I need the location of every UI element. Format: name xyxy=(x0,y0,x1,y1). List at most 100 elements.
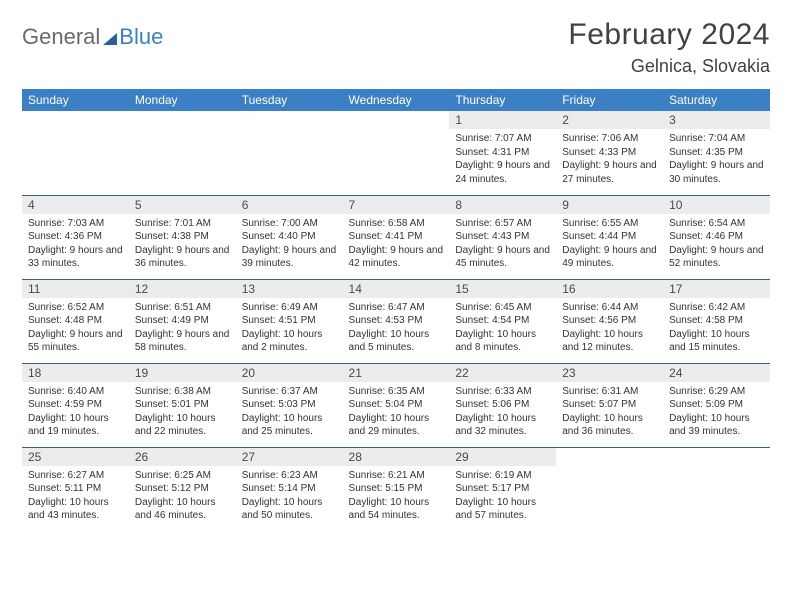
col-tuesday: Tuesday xyxy=(236,89,343,111)
day-number: 24 xyxy=(663,364,770,382)
day-details: Sunrise: 6:33 AMSunset: 5:06 PMDaylight:… xyxy=(449,382,556,443)
calendar-table: Sunday Monday Tuesday Wednesday Thursday… xyxy=(22,89,770,531)
day-details: Sunrise: 7:00 AMSunset: 4:40 PMDaylight:… xyxy=(236,214,343,275)
sunset-text: Sunset: 5:04 PM xyxy=(349,398,444,412)
day-details: Sunrise: 6:44 AMSunset: 4:56 PMDaylight:… xyxy=(556,298,663,359)
calendar-row: 11Sunrise: 6:52 AMSunset: 4:48 PMDayligh… xyxy=(22,279,770,363)
calendar-page: General Blue February 2024 Gelnica, Slov… xyxy=(0,0,792,541)
sunset-text: Sunset: 5:12 PM xyxy=(135,482,230,496)
calendar-cell xyxy=(22,111,129,195)
sunset-text: Sunset: 5:07 PM xyxy=(562,398,657,412)
col-wednesday: Wednesday xyxy=(343,89,450,111)
calendar-cell: 10Sunrise: 6:54 AMSunset: 4:46 PMDayligh… xyxy=(663,195,770,279)
calendar-cell: 27Sunrise: 6:23 AMSunset: 5:14 PMDayligh… xyxy=(236,447,343,531)
calendar-cell: 14Sunrise: 6:47 AMSunset: 4:53 PMDayligh… xyxy=(343,279,450,363)
sunset-text: Sunset: 4:31 PM xyxy=(455,146,550,160)
daylight-text: Daylight: 10 hours and 36 minutes. xyxy=(562,412,657,439)
sunrise-text: Sunrise: 7:03 AM xyxy=(28,217,123,231)
sunrise-text: Sunrise: 6:40 AM xyxy=(28,385,123,399)
sunrise-text: Sunrise: 6:31 AM xyxy=(562,385,657,399)
sunrise-text: Sunrise: 6:19 AM xyxy=(455,469,550,483)
col-saturday: Saturday xyxy=(663,89,770,111)
sunrise-text: Sunrise: 6:55 AM xyxy=(562,217,657,231)
location-label: Gelnica, Slovakia xyxy=(568,56,770,77)
day-number: 27 xyxy=(236,448,343,466)
day-details: Sunrise: 6:57 AMSunset: 4:43 PMDaylight:… xyxy=(449,214,556,275)
day-details: Sunrise: 7:01 AMSunset: 4:38 PMDaylight:… xyxy=(129,214,236,275)
sunset-text: Sunset: 5:11 PM xyxy=(28,482,123,496)
day-number: 29 xyxy=(449,448,556,466)
day-number: 8 xyxy=(449,196,556,214)
day-number: 20 xyxy=(236,364,343,382)
sunset-text: Sunset: 4:35 PM xyxy=(669,146,764,160)
sunrise-text: Sunrise: 6:21 AM xyxy=(349,469,444,483)
sunrise-text: Sunrise: 6:35 AM xyxy=(349,385,444,399)
page-header: General Blue February 2024 Gelnica, Slov… xyxy=(22,18,770,77)
sunset-text: Sunset: 4:58 PM xyxy=(669,314,764,328)
sunrise-text: Sunrise: 6:42 AM xyxy=(669,301,764,315)
day-number: 17 xyxy=(663,280,770,298)
calendar-cell: 11Sunrise: 6:52 AMSunset: 4:48 PMDayligh… xyxy=(22,279,129,363)
sunset-text: Sunset: 4:49 PM xyxy=(135,314,230,328)
day-number: 5 xyxy=(129,196,236,214)
col-sunday: Sunday xyxy=(22,89,129,111)
day-details: Sunrise: 6:35 AMSunset: 5:04 PMDaylight:… xyxy=(343,382,450,443)
calendar-row: 25Sunrise: 6:27 AMSunset: 5:11 PMDayligh… xyxy=(22,447,770,531)
day-details: Sunrise: 6:19 AMSunset: 5:17 PMDaylight:… xyxy=(449,466,556,527)
day-number: 6 xyxy=(236,196,343,214)
daylight-text: Daylight: 9 hours and 52 minutes. xyxy=(669,244,764,271)
brand-part2: Blue xyxy=(119,24,163,50)
day-details: Sunrise: 6:45 AMSunset: 4:54 PMDaylight:… xyxy=(449,298,556,359)
sunset-text: Sunset: 4:44 PM xyxy=(562,230,657,244)
day-details: Sunrise: 6:23 AMSunset: 5:14 PMDaylight:… xyxy=(236,466,343,527)
daylight-text: Daylight: 10 hours and 43 minutes. xyxy=(28,496,123,523)
sunrise-text: Sunrise: 7:07 AM xyxy=(455,132,550,146)
day-details: Sunrise: 6:42 AMSunset: 4:58 PMDaylight:… xyxy=(663,298,770,359)
sunset-text: Sunset: 4:51 PM xyxy=(242,314,337,328)
col-thursday: Thursday xyxy=(449,89,556,111)
daylight-text: Daylight: 9 hours and 55 minutes. xyxy=(28,328,123,355)
daylight-text: Daylight: 10 hours and 46 minutes. xyxy=(135,496,230,523)
calendar-cell: 18Sunrise: 6:40 AMSunset: 4:59 PMDayligh… xyxy=(22,363,129,447)
daylight-text: Daylight: 10 hours and 39 minutes. xyxy=(669,412,764,439)
daylight-text: Daylight: 10 hours and 29 minutes. xyxy=(349,412,444,439)
calendar-cell xyxy=(236,111,343,195)
calendar-cell: 24Sunrise: 6:29 AMSunset: 5:09 PMDayligh… xyxy=(663,363,770,447)
calendar-cell: 9Sunrise: 6:55 AMSunset: 4:44 PMDaylight… xyxy=(556,195,663,279)
sunrise-text: Sunrise: 7:04 AM xyxy=(669,132,764,146)
daylight-text: Daylight: 9 hours and 27 minutes. xyxy=(562,159,657,186)
calendar-cell: 25Sunrise: 6:27 AMSunset: 5:11 PMDayligh… xyxy=(22,447,129,531)
daylight-text: Daylight: 9 hours and 30 minutes. xyxy=(669,159,764,186)
day-details: Sunrise: 6:31 AMSunset: 5:07 PMDaylight:… xyxy=(556,382,663,443)
title-block: February 2024 Gelnica, Slovakia xyxy=(568,18,770,77)
day-details: Sunrise: 6:54 AMSunset: 4:46 PMDaylight:… xyxy=(663,214,770,275)
sunset-text: Sunset: 4:43 PM xyxy=(455,230,550,244)
calendar-row: 4Sunrise: 7:03 AMSunset: 4:36 PMDaylight… xyxy=(22,195,770,279)
calendar-row: 18Sunrise: 6:40 AMSunset: 4:59 PMDayligh… xyxy=(22,363,770,447)
day-details: Sunrise: 6:29 AMSunset: 5:09 PMDaylight:… xyxy=(663,382,770,443)
day-details: Sunrise: 6:47 AMSunset: 4:53 PMDaylight:… xyxy=(343,298,450,359)
calendar-head: Sunday Monday Tuesday Wednesday Thursday… xyxy=(22,89,770,111)
sunrise-text: Sunrise: 6:44 AM xyxy=(562,301,657,315)
sunset-text: Sunset: 4:46 PM xyxy=(669,230,764,244)
daylight-text: Daylight: 10 hours and 12 minutes. xyxy=(562,328,657,355)
daylight-text: Daylight: 9 hours and 58 minutes. xyxy=(135,328,230,355)
brand-logo: General Blue xyxy=(22,18,163,50)
sunset-text: Sunset: 4:56 PM xyxy=(562,314,657,328)
day-number: 21 xyxy=(343,364,450,382)
day-details: Sunrise: 6:25 AMSunset: 5:12 PMDaylight:… xyxy=(129,466,236,527)
day-number: 28 xyxy=(343,448,450,466)
sunset-text: Sunset: 5:15 PM xyxy=(349,482,444,496)
daylight-text: Daylight: 9 hours and 33 minutes. xyxy=(28,244,123,271)
calendar-cell: 26Sunrise: 6:25 AMSunset: 5:12 PMDayligh… xyxy=(129,447,236,531)
day-number: 11 xyxy=(22,280,129,298)
daylight-text: Daylight: 9 hours and 42 minutes. xyxy=(349,244,444,271)
calendar-cell: 7Sunrise: 6:58 AMSunset: 4:41 PMDaylight… xyxy=(343,195,450,279)
sunrise-text: Sunrise: 7:00 AM xyxy=(242,217,337,231)
daylight-text: Daylight: 10 hours and 54 minutes. xyxy=(349,496,444,523)
brand-part1: General xyxy=(22,24,100,50)
day-number: 12 xyxy=(129,280,236,298)
calendar-cell: 29Sunrise: 6:19 AMSunset: 5:17 PMDayligh… xyxy=(449,447,556,531)
day-details: Sunrise: 6:52 AMSunset: 4:48 PMDaylight:… xyxy=(22,298,129,359)
day-details: Sunrise: 6:40 AMSunset: 4:59 PMDaylight:… xyxy=(22,382,129,443)
